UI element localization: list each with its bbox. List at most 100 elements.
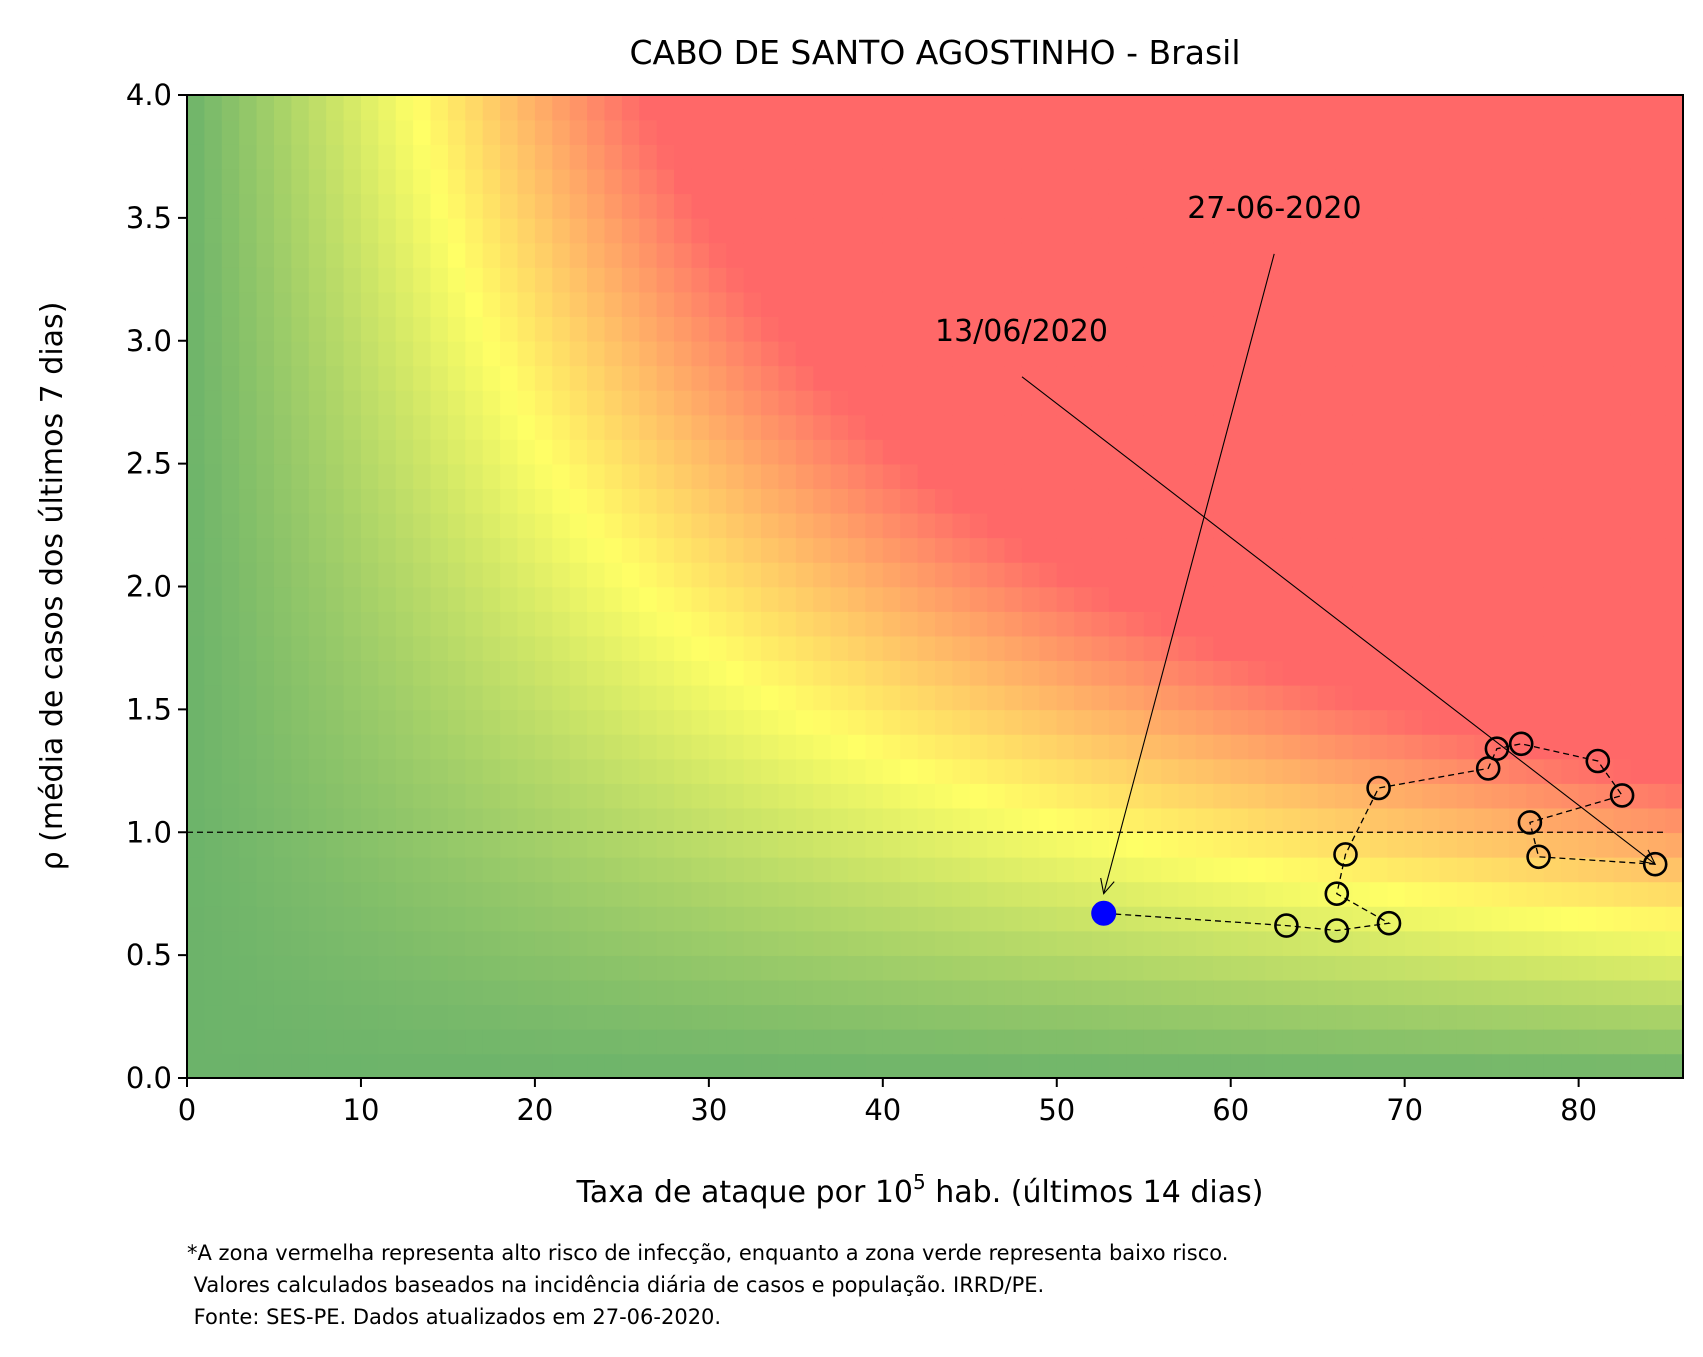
heatmap-cell xyxy=(500,168,519,195)
heatmap-cell xyxy=(1543,512,1563,539)
heatmap-cell xyxy=(1526,463,1545,490)
heatmap-cell xyxy=(1282,684,1302,711)
heatmap-cell xyxy=(917,611,936,637)
heatmap-cell xyxy=(848,660,867,686)
heatmap-cell xyxy=(1491,242,1510,268)
heatmap-cell xyxy=(830,414,849,440)
heatmap-cell xyxy=(848,316,867,342)
heatmap-cell xyxy=(1056,1004,1075,1030)
heatmap-cell xyxy=(865,1028,884,1055)
heatmap-cell xyxy=(1056,758,1075,784)
heatmap-cell xyxy=(1596,709,1615,735)
heatmap-cell xyxy=(830,168,849,195)
heatmap-cell xyxy=(1526,119,1545,145)
heatmap-cell xyxy=(239,807,258,834)
heatmap-cell xyxy=(552,95,571,121)
heatmap-cell xyxy=(674,807,693,834)
heatmap-cell xyxy=(639,856,658,883)
heatmap-cell xyxy=(1369,144,1389,170)
heatmap-cell xyxy=(1265,709,1284,735)
data-point xyxy=(1585,748,1611,774)
heatmap-cell xyxy=(1248,316,1267,342)
heatmap-cell xyxy=(1178,733,1197,760)
heatmap-cell xyxy=(1282,463,1302,490)
heatmap-cell xyxy=(1352,267,1371,293)
heatmap-cell xyxy=(569,1004,588,1030)
heatmap-cell xyxy=(1596,807,1615,834)
heatmap-cell xyxy=(552,217,571,244)
heatmap-cell xyxy=(1613,930,1632,956)
heatmap-cell xyxy=(1126,488,1145,514)
heatmap-cell xyxy=(517,389,536,416)
heatmap-cell xyxy=(1248,856,1267,883)
heatmap-cell xyxy=(500,881,519,907)
heatmap-cell xyxy=(1474,267,1493,293)
heatmap-cell xyxy=(204,979,223,1006)
heatmap-cell xyxy=(256,881,275,907)
heatmap-cell xyxy=(187,635,206,662)
heatmap-cell xyxy=(639,291,658,317)
heatmap-cell xyxy=(900,414,919,440)
heatmap-cell xyxy=(1004,611,1023,637)
heatmap-cell xyxy=(621,365,641,391)
heatmap-cell xyxy=(1578,95,1597,121)
heatmap-cell xyxy=(1369,242,1389,268)
heatmap-cell xyxy=(900,684,919,711)
heatmap-cell xyxy=(1578,1028,1597,1055)
heatmap-cell xyxy=(1161,635,1180,662)
heatmap-cell xyxy=(1665,955,1683,981)
heatmap-cell xyxy=(273,389,293,416)
heatmap-cell xyxy=(1456,537,1476,563)
heatmap-cell xyxy=(1178,1053,1197,1078)
heatmap-cell xyxy=(674,660,693,686)
heatmap-cell xyxy=(326,733,345,760)
heatmap-cell xyxy=(273,758,293,784)
heatmap-cell xyxy=(1404,193,1423,219)
heatmap-cell xyxy=(221,979,240,1006)
heatmap-cell xyxy=(1300,709,1319,735)
heatmap-cell xyxy=(291,1028,310,1055)
heatmap-cell xyxy=(691,635,710,662)
heatmap-cell xyxy=(882,95,902,121)
heatmap-cell xyxy=(1630,783,1650,809)
heatmap-cell xyxy=(1091,439,1110,465)
heatmap-cell xyxy=(900,144,919,170)
heatmap-cell xyxy=(865,168,884,195)
heatmap-cell xyxy=(395,856,414,883)
heatmap-cell xyxy=(204,684,223,711)
heatmap-cell xyxy=(656,389,675,416)
heatmap-cell xyxy=(604,389,623,416)
heatmap-cell xyxy=(917,488,936,514)
y-tick-label: 4.0 xyxy=(126,78,172,112)
heatmap-cell xyxy=(726,389,745,416)
heatmap-cell xyxy=(1195,561,1215,588)
heatmap-cell xyxy=(465,758,484,784)
heatmap-cell xyxy=(639,537,658,563)
heatmap-cell xyxy=(1195,95,1215,121)
heatmap-cell xyxy=(1474,561,1493,588)
heatmap-cell xyxy=(291,1004,310,1030)
heatmap-cell xyxy=(778,512,797,539)
heatmap-cell xyxy=(378,512,397,539)
heatmap-cell xyxy=(1439,119,1458,145)
heatmap-cell xyxy=(1195,709,1215,735)
heatmap-cell xyxy=(239,783,258,809)
heatmap-cell xyxy=(1613,488,1632,514)
heatmap-cell xyxy=(221,193,240,219)
heatmap-cell xyxy=(1630,291,1650,317)
heatmap-cell xyxy=(1665,561,1683,588)
heatmap-cell xyxy=(273,905,293,932)
heatmap-cell xyxy=(935,389,954,416)
heatmap-cell xyxy=(1248,291,1267,317)
heatmap-cell xyxy=(1300,611,1319,637)
heatmap-cell xyxy=(552,119,571,145)
heatmap-cell xyxy=(1300,733,1319,760)
heatmap-cell xyxy=(917,930,936,956)
heatmap-cell xyxy=(204,291,223,317)
heatmap-cell xyxy=(1021,783,1041,809)
heatmap-cell xyxy=(674,709,693,735)
heatmap-cell xyxy=(1335,733,1354,760)
heatmap-cell xyxy=(204,881,223,907)
heatmap-cell xyxy=(1300,512,1319,539)
heatmap-cell xyxy=(500,660,519,686)
